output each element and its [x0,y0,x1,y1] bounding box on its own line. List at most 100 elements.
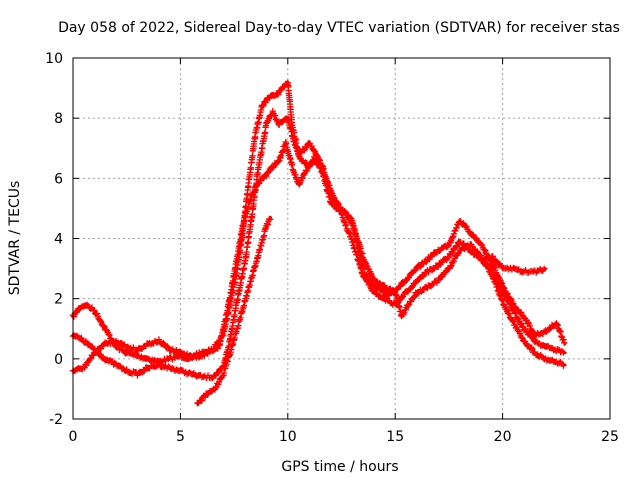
data-point [200,351,204,355]
data-point [426,270,429,273]
point-markers [69,107,567,382]
data-point [200,354,204,358]
data-point [213,387,217,391]
data-point [329,201,333,204]
data-point [404,291,408,295]
data-point [286,80,290,84]
data-point [254,131,257,135]
data-point [501,267,504,270]
data-point [522,270,526,273]
data-point [533,333,537,337]
data-point [179,351,182,355]
data-point [146,342,150,346]
data-point [247,285,251,289]
data-point [260,104,264,108]
y-tick-label: 8 [54,111,63,127]
data-point [211,375,215,379]
data-point [447,243,451,246]
data-point [554,321,558,325]
points [69,79,568,407]
data-point [501,291,504,295]
data-point [234,303,238,307]
data-point [114,345,118,349]
data-point [168,366,172,370]
data-point [269,216,273,219]
data-point [256,170,260,174]
data-point [393,291,397,295]
y-tick-label: 4 [54,232,63,248]
data-point [103,327,107,331]
data-point [211,348,215,352]
y-tick-label: 6 [54,171,63,187]
data-point [260,176,264,180]
data-point [415,291,419,295]
data-point [383,297,386,301]
data-point [189,372,193,376]
data-point [563,363,567,367]
y-tick-label: 0 [54,352,63,368]
data-point [114,339,118,343]
y-tick-label: 2 [54,292,63,308]
data-point [271,110,275,114]
data-point [320,167,324,171]
data-point [146,366,150,370]
data-point [230,345,234,349]
data-point [350,222,354,225]
data-point [297,182,300,186]
data-point [228,297,232,301]
data-point [157,339,161,343]
data-point [404,279,408,283]
y-tick-label: 10 [45,51,63,67]
data-point [247,176,251,180]
data-point [84,303,88,307]
data-point [256,255,260,258]
data-point [277,122,281,126]
data-point [312,158,315,162]
data-point [189,354,193,358]
data-point [372,291,376,295]
data-point [249,219,253,222]
data-point [284,140,288,144]
data-point [82,366,86,370]
data-point [204,393,208,397]
data-point [103,342,107,346]
data-point [458,219,462,222]
data-point [241,225,245,228]
data-point [264,173,268,177]
data-point [501,300,504,304]
x-tick-label: 15 [386,429,404,445]
data-point [168,348,172,352]
data-point [479,255,483,258]
data-point [563,342,567,346]
data-point [415,267,419,270]
data-point [350,240,354,243]
data-point [479,258,483,261]
data-point [307,140,311,144]
data-point [264,225,268,228]
data-point [196,402,199,406]
data-point [340,207,343,210]
data-point [522,315,526,319]
data-point [125,345,129,349]
data-point [239,315,242,319]
data-point [406,303,410,307]
data-point [372,279,376,283]
data-point [511,321,515,325]
data-point [511,309,515,313]
data-point [426,258,429,261]
data-point [125,369,129,373]
data-point [247,201,251,204]
data-point [554,360,558,364]
data-point [533,339,537,343]
series-track-a [69,79,568,366]
data-point [168,357,172,361]
data-point [544,267,547,270]
data-point [400,315,404,319]
series-track-c [69,138,567,375]
data-point [271,164,275,168]
data-point [458,249,462,252]
data-point [522,339,526,343]
data-point [290,164,294,168]
data-point [458,240,462,243]
data-point [426,285,429,289]
